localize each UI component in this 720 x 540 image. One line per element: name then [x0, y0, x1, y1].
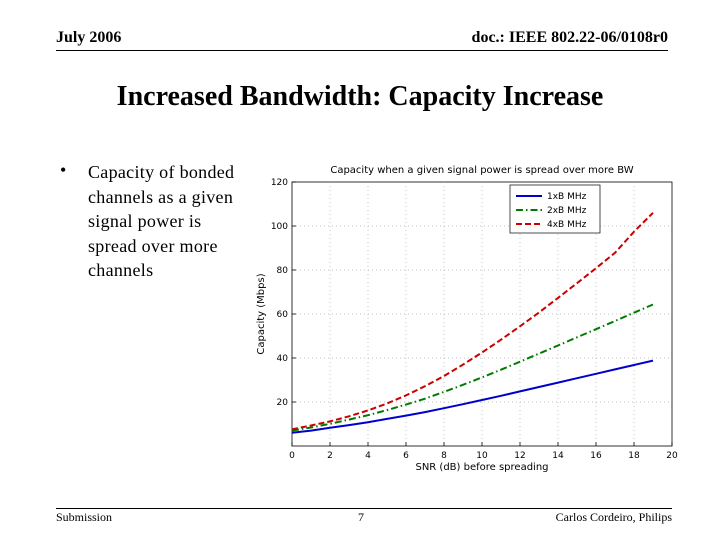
capacity-chart: Capacity when a given signal power is sp… — [256, 165, 678, 473]
slide-title: Increased Bandwidth: Capacity Increase — [116, 81, 604, 112]
x-tick-label: 8 — [441, 451, 447, 461]
x-tick-label: 10 — [476, 451, 488, 461]
footer-page-number: 7 — [358, 510, 364, 524]
footer-submission: Submission — [56, 510, 113, 524]
x-tick-label: 12 — [514, 451, 525, 461]
y-tick-label: 60 — [277, 310, 289, 320]
y-tick-label: 20 — [277, 398, 289, 408]
axis-ticks: 0 2 4 6 8 10 12 14 16 18 20 20 40 60 80 100 120 — [271, 178, 678, 461]
x-tick-label: 0 — [289, 451, 295, 461]
series-line-1xb-mhz — [291, 359, 654, 434]
series-line-4xb-mhz — [291, 212, 654, 431]
bullet-marker: • — [60, 160, 67, 180]
chart-title: Capacity when a given signal power is sp… — [330, 165, 633, 176]
header-date: July 2006 — [56, 29, 122, 46]
chart-legend: 1xB MHz 2xB MHz 4xB MHz — [509, 184, 601, 234]
legend-label: 1xB MHz — [547, 192, 587, 202]
x-tick-label: 14 — [552, 451, 564, 461]
x-tick-label: 2 — [327, 451, 333, 461]
x-axis-label: SNR (dB) before spreading — [415, 462, 548, 473]
x-tick-label: 6 — [403, 451, 409, 461]
header-document-id: doc.: IEEE 802.22-06/0108r0 — [471, 29, 668, 46]
bullet-text: Capacity of bonded channels as a given s… — [88, 162, 235, 281]
x-tick-label: 18 — [628, 451, 640, 461]
header-divider — [56, 50, 668, 51]
y-tick-label: 40 — [277, 354, 289, 364]
legend-label: 2xB MHz — [547, 206, 587, 216]
x-tick-label: 20 — [666, 451, 678, 461]
x-tick-label: 16 — [590, 451, 602, 461]
footer-divider — [56, 508, 672, 509]
y-tick-label: 120 — [271, 178, 288, 188]
y-tick-label: 80 — [277, 266, 289, 276]
y-tick-label: 100 — [271, 222, 288, 232]
series-group — [291, 212, 654, 434]
series-line-2xb-mhz — [291, 303, 654, 432]
y-axis-label: Capacity (Mbps) — [256, 273, 267, 354]
x-tick-label: 4 — [365, 451, 371, 461]
legend-label: 4xB MHz — [547, 220, 587, 230]
footer-author: Carlos Cordeiro, Philips — [555, 510, 672, 524]
